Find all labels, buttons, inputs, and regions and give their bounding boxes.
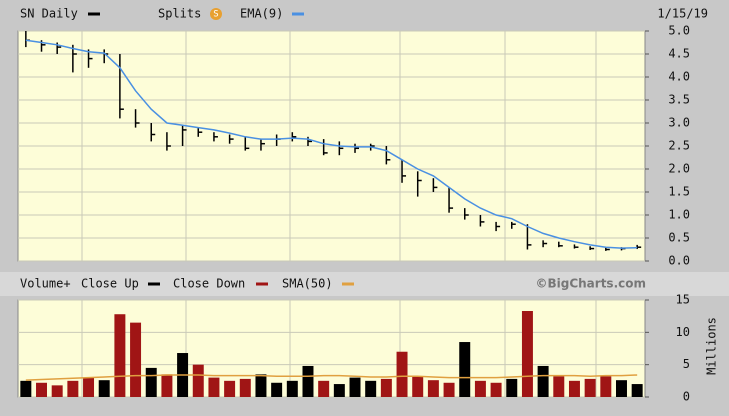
y-tick-label: 0.0 xyxy=(668,254,690,268)
bar xyxy=(239,378,251,397)
y-tick-label: 5 xyxy=(683,357,690,371)
bar xyxy=(459,342,471,397)
y-tick-label: 10 xyxy=(676,325,690,339)
bar xyxy=(161,374,173,397)
splits-label: Splits xyxy=(158,7,201,21)
bar xyxy=(98,380,110,397)
bar xyxy=(349,377,361,397)
bar xyxy=(333,384,345,397)
bar xyxy=(36,382,47,397)
y-tick-label: 4.0 xyxy=(668,70,690,84)
bar xyxy=(20,380,32,397)
bar xyxy=(302,365,314,397)
bar xyxy=(271,382,283,397)
y-tick-label: 2.0 xyxy=(668,162,690,176)
bar xyxy=(130,322,142,397)
y-tick-label: 3.0 xyxy=(668,116,690,130)
bar xyxy=(584,378,596,397)
y-tick-label: 1.0 xyxy=(668,208,690,222)
bar xyxy=(67,380,79,397)
bar xyxy=(412,376,424,397)
volume-title: Volume+ xyxy=(20,277,71,291)
splits-icon-letter: S xyxy=(213,10,218,20)
legend-label: Close Down xyxy=(173,277,245,291)
separator xyxy=(0,272,729,296)
y-tick-label: 5.0 xyxy=(668,24,690,38)
bar xyxy=(380,378,392,397)
bar xyxy=(114,314,126,397)
bar xyxy=(365,380,377,397)
bar xyxy=(396,351,408,397)
bar xyxy=(474,380,486,397)
y-tick-label: 2.5 xyxy=(668,139,690,153)
bar xyxy=(145,367,157,397)
y-axis-label: Millions xyxy=(705,317,719,375)
bar xyxy=(537,365,549,397)
legend-label: Close Up xyxy=(81,277,139,291)
bar xyxy=(490,382,502,397)
y-tick-label: 4.5 xyxy=(668,47,690,61)
bar xyxy=(443,382,455,397)
bar xyxy=(506,378,518,397)
bar xyxy=(192,364,204,397)
bar xyxy=(318,380,330,397)
y-tick-label: 1.5 xyxy=(668,185,690,199)
bar xyxy=(553,376,565,397)
brand: ©BigCharts.com xyxy=(535,277,646,291)
legend-label: SMA(50) xyxy=(282,277,333,291)
bar xyxy=(568,380,580,397)
bar xyxy=(616,380,627,397)
chart-title: SN Daily xyxy=(20,7,78,21)
bar xyxy=(224,380,236,397)
line xyxy=(25,374,638,381)
splits-icon xyxy=(210,8,222,20)
y-tick-label: 0 xyxy=(683,390,690,404)
y-tick-label: 15 xyxy=(676,293,690,307)
legend-label: EMA(9) xyxy=(240,7,283,21)
line xyxy=(25,39,638,249)
bar xyxy=(631,384,643,397)
y-tick-label: 3.5 xyxy=(668,93,690,107)
bar xyxy=(521,310,533,397)
bar xyxy=(255,374,267,397)
y-tick-label: 0.5 xyxy=(668,231,690,245)
bar xyxy=(51,385,63,397)
bar xyxy=(600,376,612,397)
bar xyxy=(427,380,439,397)
volume-plot xyxy=(17,299,646,398)
bar xyxy=(83,377,95,397)
date-label: 1/15/19 xyxy=(657,7,708,21)
bar xyxy=(208,377,220,397)
bar xyxy=(286,380,298,397)
